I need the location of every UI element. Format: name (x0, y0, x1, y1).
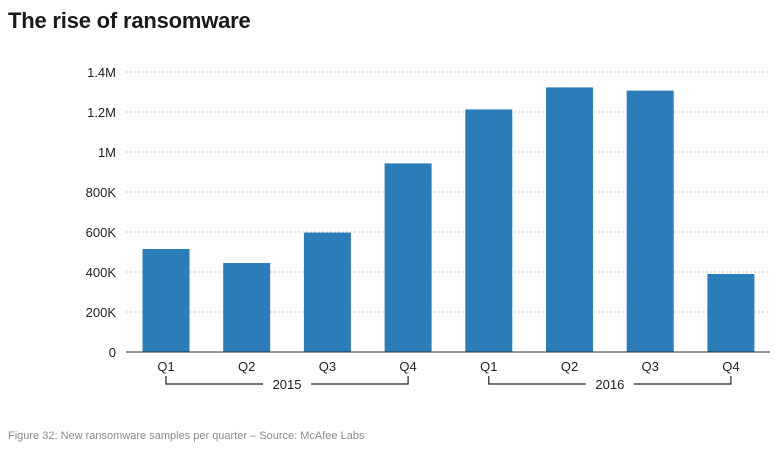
bar (546, 87, 593, 353)
bar-chart: 0 200K 400K 600K 800K 1M 1.2M 1.4M Q1 Q2 Q3 Q4 Q1 Q2… (86, 65, 770, 392)
x-tick-label: Q2 (561, 359, 578, 374)
y-tick-label: 600K (86, 225, 117, 240)
bar (303, 232, 351, 352)
y-tick-label: 400K (86, 265, 117, 280)
x-tick-label: Q4 (399, 359, 416, 374)
bar (465, 109, 513, 353)
x-tick-label: Q1 (157, 359, 174, 374)
bar (384, 163, 432, 352)
y-tick-label: 1M (98, 145, 116, 160)
y-tick-label: 1.2M (87, 105, 116, 120)
x-tick-label: Q3 (642, 359, 659, 374)
chart-title: The rise of ransomware (8, 8, 251, 33)
year-label-bg (263, 376, 312, 392)
y-tick-label: 200K (86, 305, 117, 320)
x-axis-ticks: Q1 Q2 Q3 Q4 Q1 Q2 Q3 Q4 (157, 359, 739, 374)
bar (223, 263, 271, 352)
year-label: 2016 (595, 377, 624, 392)
x-tick-label: Q1 (480, 359, 497, 374)
year-label-bg (585, 376, 634, 392)
bar (142, 249, 190, 352)
x-tick-label: Q3 (319, 359, 336, 374)
y-axis-ticks: 0 200K 400K 600K 800K 1M 1.2M 1.4M (86, 65, 117, 360)
figure-caption: Figure 32: New ransomware samples per qu… (8, 430, 365, 442)
y-tick-label: 1.4M (87, 65, 116, 80)
y-tick-label: 800K (86, 185, 117, 200)
year-groups: 2015 2016 (165, 376, 732, 392)
bar (626, 90, 674, 352)
year-label: 2015 (273, 377, 302, 392)
x-tick-label: Q4 (722, 359, 739, 374)
bars (142, 87, 755, 353)
y-tick-label: 0 (109, 345, 116, 360)
bar (707, 274, 755, 352)
x-tick-label: Q2 (238, 359, 255, 374)
